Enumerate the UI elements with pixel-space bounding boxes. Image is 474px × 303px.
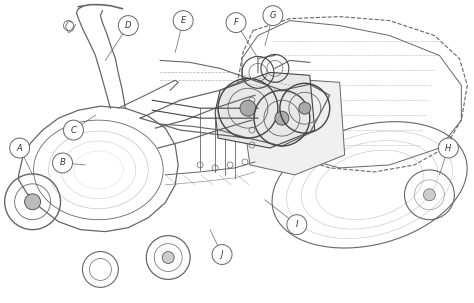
Circle shape: [162, 251, 174, 264]
Circle shape: [275, 111, 289, 125]
Text: J: J: [221, 250, 223, 259]
Circle shape: [240, 100, 256, 116]
Circle shape: [287, 215, 307, 235]
Text: A: A: [17, 144, 22, 152]
Text: E: E: [181, 16, 186, 25]
Circle shape: [299, 102, 311, 114]
Circle shape: [438, 138, 458, 158]
Circle shape: [226, 13, 246, 32]
Text: F: F: [234, 18, 238, 27]
Circle shape: [53, 153, 73, 173]
Text: I: I: [296, 220, 298, 229]
Circle shape: [173, 11, 193, 31]
Circle shape: [25, 194, 41, 210]
Circle shape: [9, 138, 29, 158]
Text: C: C: [71, 126, 76, 135]
Circle shape: [423, 189, 436, 201]
Circle shape: [118, 16, 138, 35]
Circle shape: [64, 120, 83, 140]
Text: B: B: [60, 158, 65, 168]
Text: D: D: [125, 21, 132, 30]
Polygon shape: [215, 72, 315, 148]
Polygon shape: [245, 80, 345, 175]
Circle shape: [212, 245, 232, 265]
Circle shape: [263, 6, 283, 25]
Text: G: G: [270, 11, 276, 20]
Text: H: H: [445, 144, 452, 152]
